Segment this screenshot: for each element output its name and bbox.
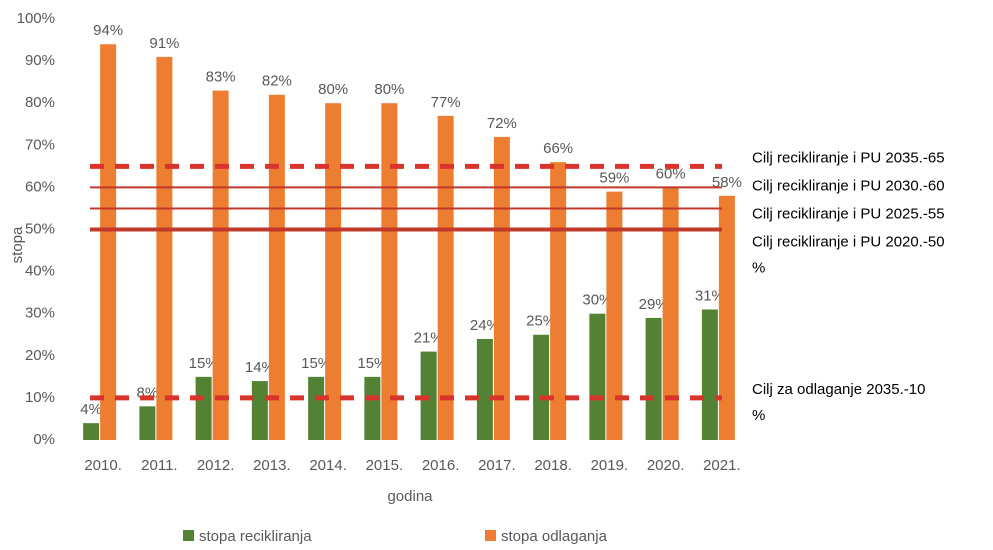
bar (83, 423, 100, 440)
data-label: 80% (318, 81, 348, 98)
data-label: 31% (695, 287, 725, 304)
reference-label: Cilj recikliranje i PU 2030.-60 (752, 177, 945, 194)
data-label: 59% (599, 170, 629, 187)
data-label: 15% (357, 355, 387, 372)
data-label: 91% (149, 35, 179, 52)
y-tick-label: 40% (25, 263, 55, 280)
x-tick-label: 2020. (647, 457, 685, 474)
bar (381, 103, 398, 440)
data-label: 24% (470, 317, 500, 334)
x-tick-label: 2015. (366, 457, 404, 474)
y-tick-label: 60% (25, 178, 55, 195)
data-label: 15% (301, 355, 331, 372)
x-axis-label: godina (387, 488, 433, 505)
y-axis-label: stopa (9, 226, 26, 263)
bar (100, 44, 117, 440)
legend-label: stopa odlaganja (501, 528, 608, 545)
bar (493, 136, 510, 440)
data-label: 21% (414, 330, 444, 347)
bar (701, 309, 718, 440)
reference-label: Cilj recikliranje i PU 2025.-55 (752, 205, 945, 222)
bar (268, 94, 285, 440)
x-tick-label: 2016. (422, 457, 460, 474)
data-label: 30% (582, 292, 612, 309)
reference-label: Cilj za odlaganje 2035.-10 (752, 381, 925, 398)
x-tick-label: 2014. (309, 457, 347, 474)
bar (308, 376, 325, 440)
legend-swatch (485, 530, 496, 541)
legend-swatch (183, 530, 194, 541)
reference-label: Cilj recikliranje i PU 2035.-65 (752, 149, 945, 166)
y-tick-label: 80% (25, 94, 55, 111)
reference-label: % (752, 407, 765, 424)
bar (437, 115, 454, 440)
data-label: 29% (639, 296, 669, 313)
legend-label: stopa recikliranja (199, 528, 312, 545)
bar (533, 334, 550, 440)
bar (139, 406, 156, 440)
bar (251, 381, 268, 440)
x-tick-label: 2018. (534, 457, 572, 474)
data-label: 82% (262, 73, 292, 90)
bar (325, 103, 342, 440)
x-tick-label: 2017. (478, 457, 516, 474)
data-label: 25% (526, 313, 556, 330)
bar (662, 187, 679, 440)
data-label: 15% (189, 355, 219, 372)
data-label: 72% (487, 115, 517, 132)
x-tick-label: 2019. (591, 457, 629, 474)
data-label: 94% (93, 22, 123, 39)
reference-label: % (752, 259, 765, 276)
x-tick-label: 2021. (703, 457, 741, 474)
bar (606, 191, 623, 440)
y-tick-label: 0% (33, 431, 55, 448)
data-label: 77% (431, 94, 461, 111)
bar (364, 376, 381, 440)
bar (156, 56, 173, 440)
x-tick-label: 2012. (197, 457, 235, 474)
bar (212, 90, 229, 440)
data-label: 4% (80, 401, 102, 418)
bar (589, 313, 606, 440)
bar (550, 162, 567, 440)
bar (476, 338, 493, 440)
data-label: 83% (206, 69, 236, 86)
reference-label: Cilj recikliranje i PU 2020.-50 (752, 233, 945, 250)
y-tick-label: 10% (25, 389, 55, 406)
bar (195, 376, 212, 440)
bar (645, 317, 662, 440)
x-tick-label: 2013. (253, 457, 291, 474)
x-tick-label: 2011. (141, 457, 177, 474)
y-tick-label: 20% (25, 347, 55, 364)
data-label: 14% (245, 359, 275, 376)
y-tick-label: 100% (17, 10, 55, 27)
y-tick-label: 50% (25, 220, 55, 237)
y-tick-label: 90% (25, 52, 55, 69)
y-tick-label: 70% (25, 136, 55, 153)
y-tick-label: 30% (25, 305, 55, 322)
x-tick-label: 2010. (84, 457, 122, 474)
data-label: 60% (656, 165, 686, 182)
data-label: 66% (543, 140, 573, 157)
data-label: 80% (374, 81, 404, 98)
bar (718, 195, 735, 440)
